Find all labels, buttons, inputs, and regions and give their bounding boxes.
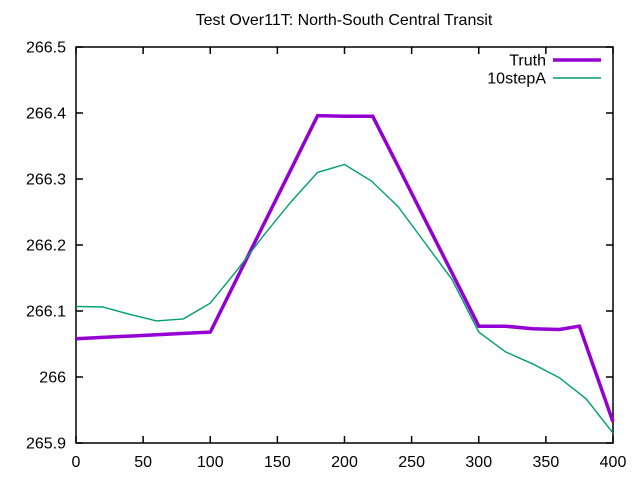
chart-title: Test Over11T: North-South Central Transi… xyxy=(196,12,493,29)
y-tick-label: 266.4 xyxy=(26,106,66,123)
y-tick-label: 266.2 xyxy=(26,238,66,255)
legend-label-10stepa: 10stepA xyxy=(487,71,546,88)
series-line-10stepa xyxy=(75,163,614,434)
series-layer xyxy=(75,113,615,434)
x-tick-label: 150 xyxy=(264,454,291,471)
x-tick-label: 50 xyxy=(134,454,152,471)
x-tick-label: 400 xyxy=(600,454,627,471)
x-tick-label: 200 xyxy=(331,454,358,471)
y-tick-label: 266.5 xyxy=(26,40,66,57)
x-tick-label: 350 xyxy=(533,454,560,471)
plot-border xyxy=(75,46,614,444)
x-tick-label: 300 xyxy=(465,454,492,471)
y-tick-label: 265.9 xyxy=(26,436,66,453)
y-tick-label: 266 xyxy=(39,370,66,387)
series-line-truth xyxy=(75,113,615,423)
legend-label-truth: Truth xyxy=(509,53,546,70)
axes-layer: 0 50 100 150 200 250 300 350 400 265.9 266 266.1 266… xyxy=(26,40,626,471)
x-tick-label: 0 xyxy=(72,454,81,471)
x-tick-label: 250 xyxy=(398,454,425,471)
y-tick-label: 266.1 xyxy=(26,304,66,321)
y-tick-label: 266.3 xyxy=(26,172,66,189)
x-tick-label: 100 xyxy=(197,454,224,471)
